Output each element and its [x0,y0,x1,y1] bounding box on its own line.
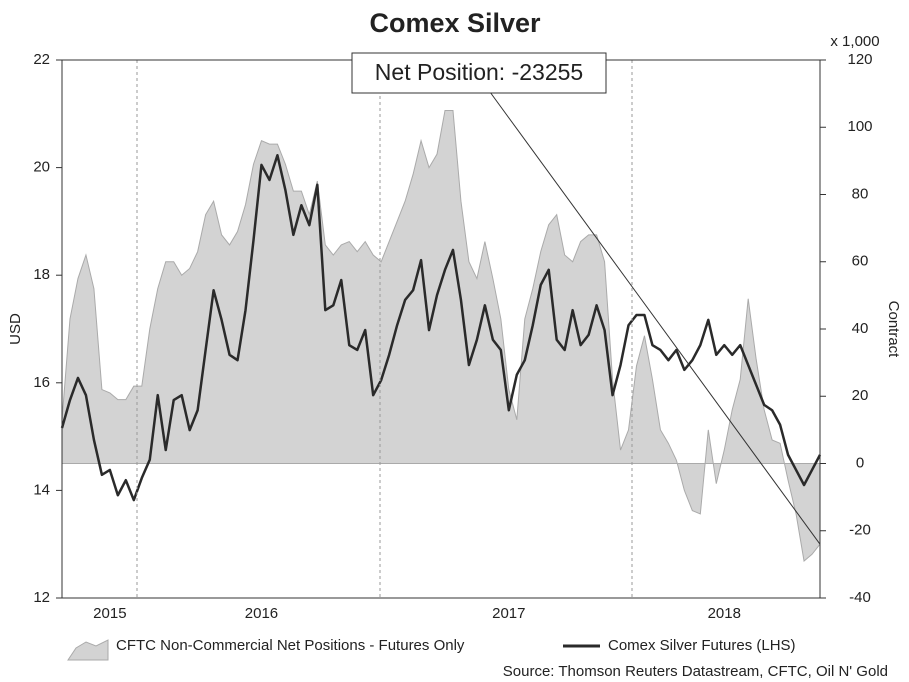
legend-label: CFTC Non-Commercial Net Positions - Futu… [116,637,465,654]
area-series [61,109,821,562]
annotation: Net Position: -23255 [375,59,583,85]
y2-tick-label: 120 [847,51,872,68]
x-tick-label: 2018 [708,605,741,622]
y-tick-label: 12 [33,589,50,606]
x-tick-label: 2017 [492,605,525,622]
y2-axis-label: Contract [885,301,902,359]
y2-tick-label: 20 [852,387,869,404]
y-tick-label: 16 [33,374,50,391]
x-tick-label: 2015 [93,605,126,622]
y2-tick-label: 60 [852,253,869,270]
line-series [60,153,822,502]
annotation-box [351,52,607,94]
y2-tick-label: 100 [847,118,872,135]
y2-tick-label: 40 [852,320,869,337]
source-note: Source: Thomson Reuters Datastream, CFTC… [503,663,888,680]
y-tick-label: 20 [33,159,50,176]
y2-unit: x 1,000 [830,33,879,50]
y-tick-label: 18 [33,266,50,283]
x-tick-label: 2016 [245,605,278,622]
y2-tick-label: -20 [849,522,871,539]
y-tick-label: 22 [33,51,50,68]
y-axis-label: USD [7,313,24,345]
y2-tick-label: 0 [856,454,864,471]
plot-area [60,109,822,562]
y2-tick-label: -40 [849,589,871,606]
chart-title: Comex Silver [369,8,541,38]
y2-tick-label: 80 [852,185,869,202]
y-tick-label: 14 [33,481,50,498]
annotation-leader [489,91,821,545]
legend-swatch-area [67,639,109,661]
legend-label: Comex Silver Futures (LHS) [608,637,796,654]
